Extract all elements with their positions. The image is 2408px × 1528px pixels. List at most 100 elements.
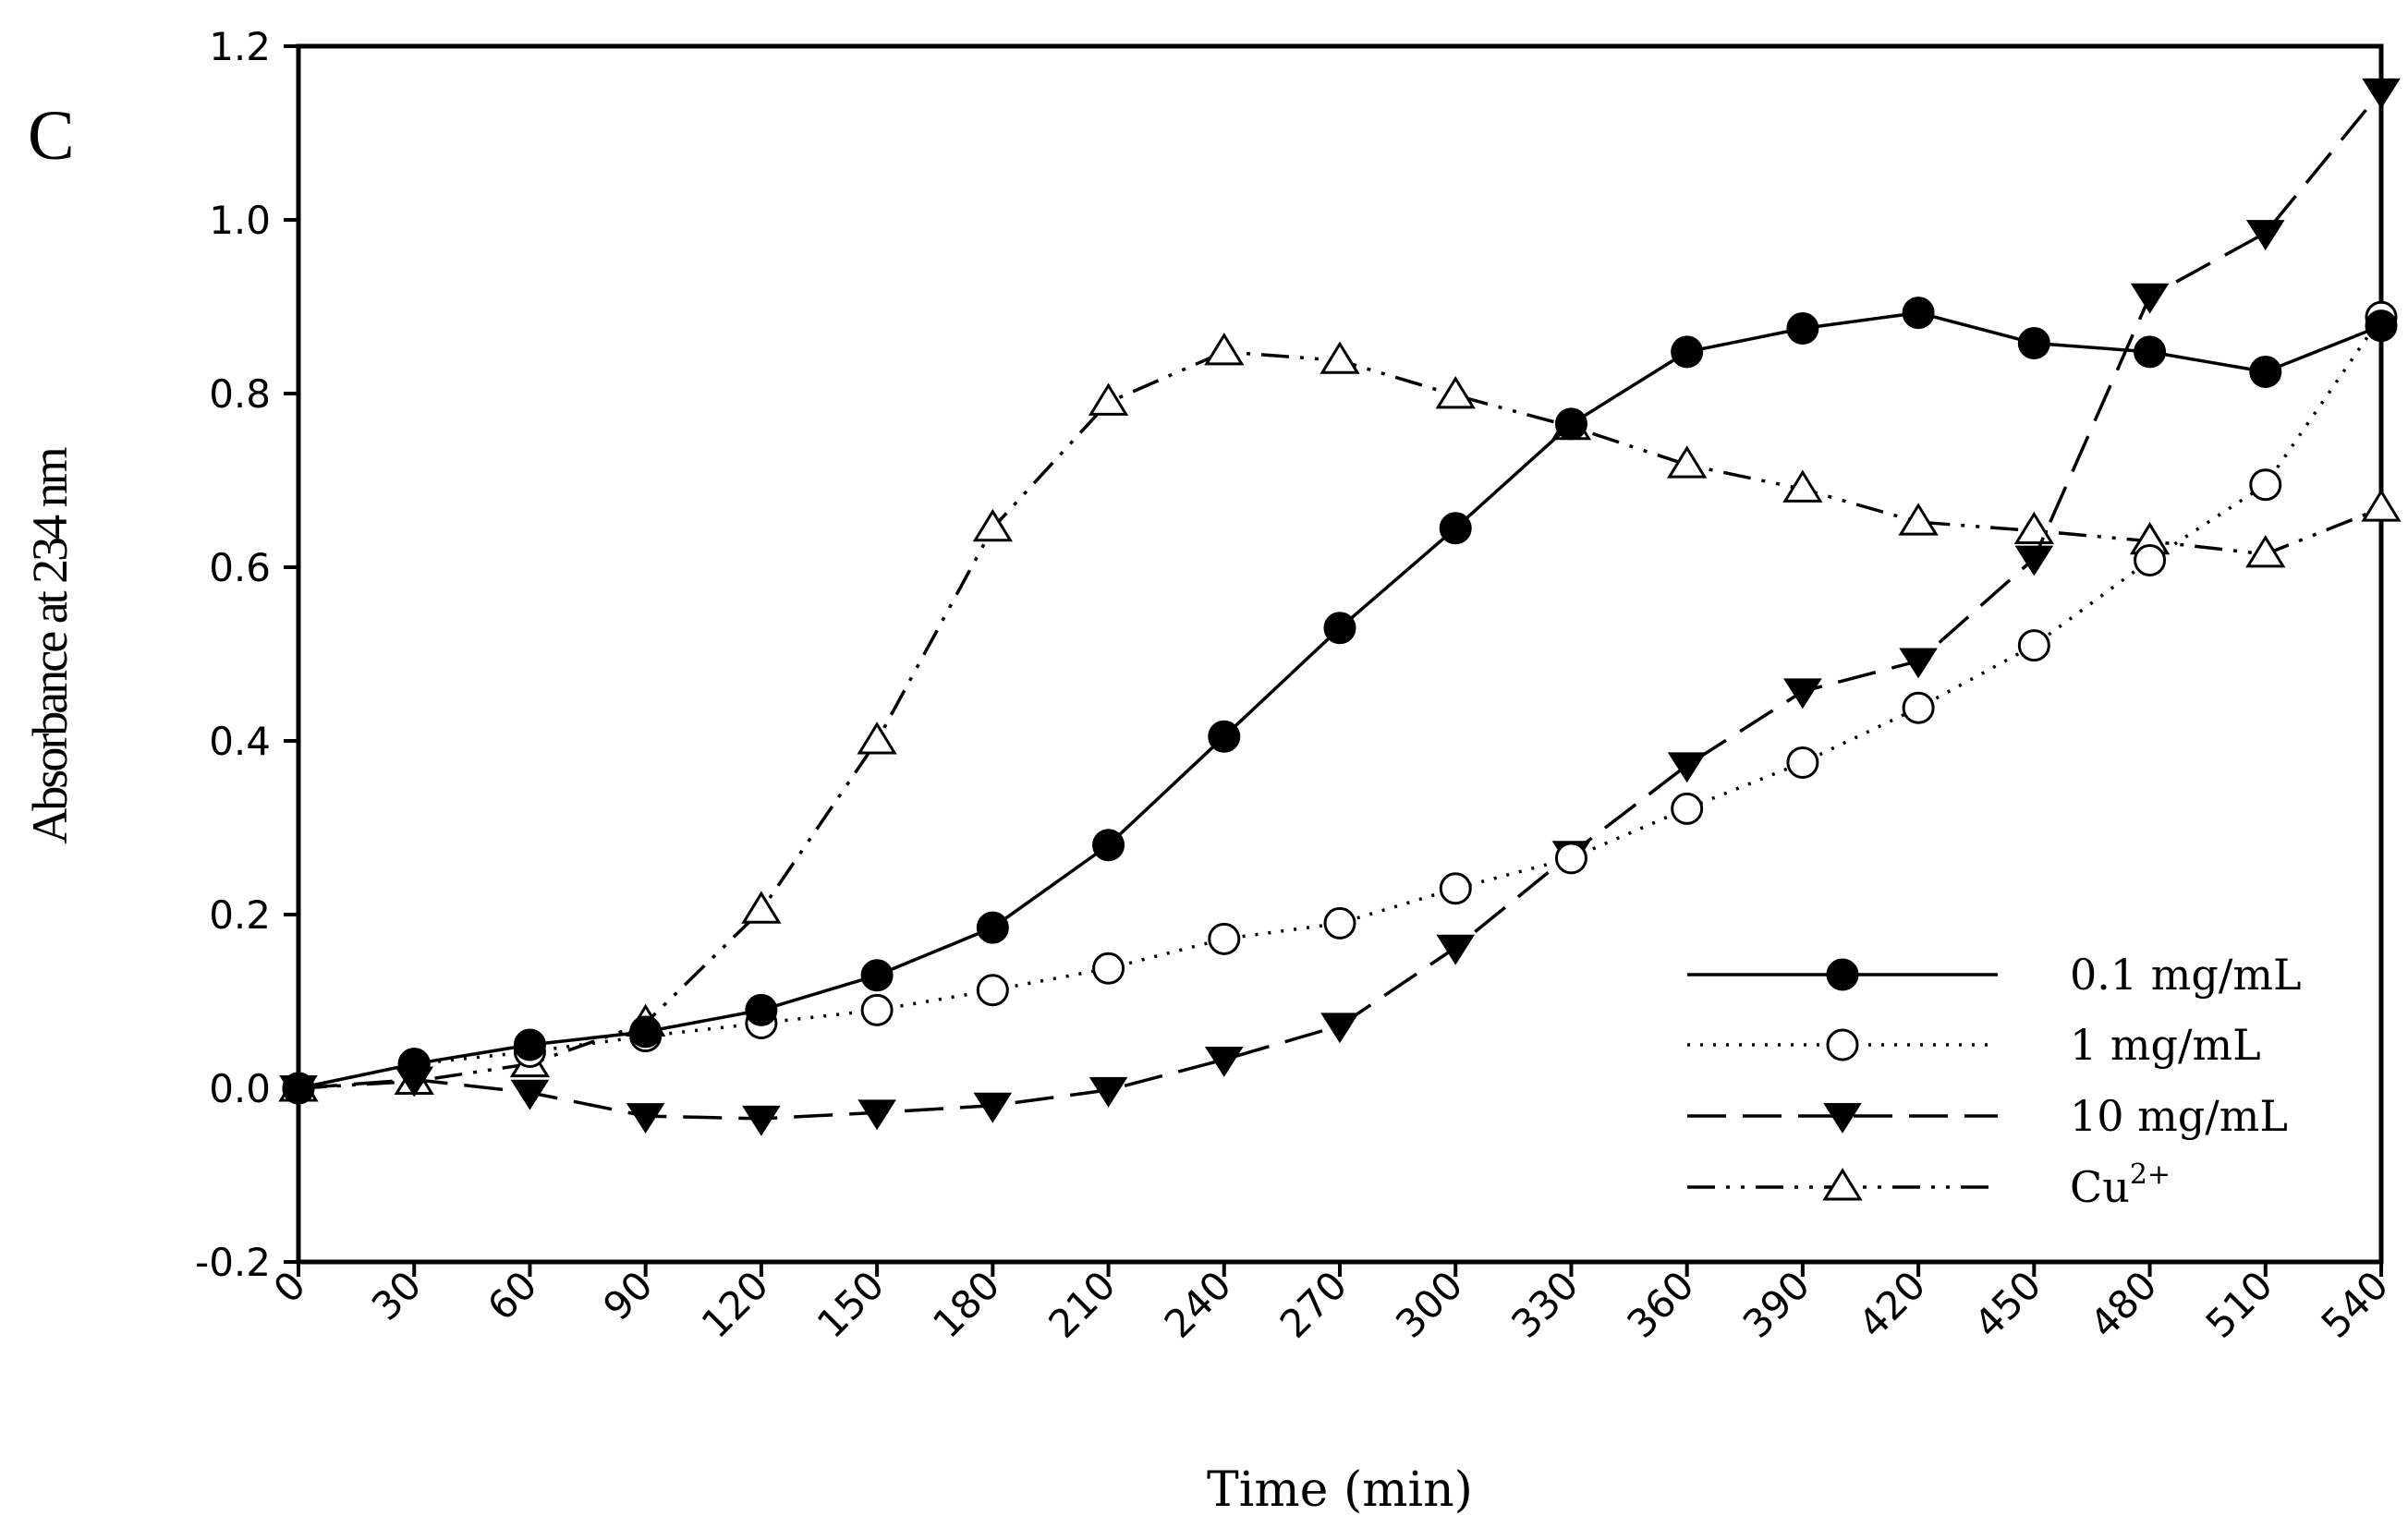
data-point (1671, 792, 1704, 825)
legend-item: 10 mg/mL (1687, 1091, 2288, 1141)
data-point (1320, 341, 1360, 374)
series-line (298, 310, 2382, 1090)
data-point (1666, 445, 1708, 479)
x-tick-label: 480 (2081, 1262, 2165, 1346)
data-point (742, 1105, 781, 1136)
x-tick-label: 420 (1850, 1262, 1934, 1346)
data-point (626, 1103, 665, 1134)
legend-item: 1 mg/mL (1687, 1020, 2261, 1070)
data-point (976, 974, 1009, 1007)
data-point (1902, 691, 1935, 724)
x-tick-label: 30 (363, 1262, 430, 1328)
x-axis-label: Time (min) (1207, 1462, 1473, 1518)
data-point (1204, 1046, 1244, 1077)
data-point (972, 508, 1014, 542)
data-point (1439, 512, 1472, 545)
x-axis: 0 30 60 90 120 150 180 210 240 270 300 330 360 390 420… (265, 1262, 2397, 1347)
data-point (745, 993, 778, 1026)
y-tick-label: -0.2 (195, 1240, 271, 1285)
series-layer (278, 78, 2402, 1136)
data-point (2249, 468, 2282, 502)
x-tick-label: 120 (693, 1262, 777, 1346)
y-axis-label: Absorbance at 234 nm (22, 446, 78, 843)
x-tick-label: 90 (594, 1262, 661, 1328)
data-point (1204, 333, 1245, 366)
data-point (1783, 678, 1822, 709)
data-point (1786, 746, 1819, 779)
series-line (298, 90, 2383, 1121)
y-tick-label: 0.0 (209, 1066, 271, 1111)
data-point (1208, 720, 1241, 753)
data-point (1554, 407, 1587, 441)
series-line (298, 350, 2382, 1090)
x-tick-label: 540 (2313, 1262, 2397, 1346)
x-tick-label: 390 (1734, 1262, 1818, 1346)
data-point (2245, 535, 2286, 568)
x-tick-label: 60 (479, 1262, 545, 1328)
data-point (1436, 934, 1476, 965)
data-point (2130, 283, 2170, 314)
data-point (1671, 335, 1704, 369)
data-point (1898, 503, 1939, 536)
data-point (1899, 648, 1938, 679)
legend-item: 0.1 mg/mL (1687, 950, 2302, 1000)
legend: 0.1 mg/mL 1 mg/mL 10 mg/mL Cu2+ (1687, 950, 2302, 1212)
x-tick-label: 510 (2197, 1262, 2281, 1346)
legend-label-superscript: 2+ (2130, 1158, 2171, 1191)
x-tick-label: 180 (924, 1262, 1008, 1346)
legend-marker (1826, 958, 1859, 991)
y-axis: -0.2 0.0 0.2 0.4 0.6 0.8 1.0 1.2 (195, 24, 298, 1285)
y-tick-label: 0.6 (209, 545, 271, 590)
y-tick-label: 0.8 (209, 371, 271, 417)
data-point (1092, 952, 1125, 985)
data-point (397, 1048, 431, 1081)
data-point (1554, 842, 1587, 875)
data-point (860, 959, 894, 992)
data-point (2134, 335, 2167, 369)
data-point (741, 891, 782, 924)
plot-frame (296, 43, 2384, 1265)
legend-label: 0.1 mg/mL (2070, 950, 2302, 1000)
data-point (1782, 469, 1823, 503)
data-point (2365, 309, 2398, 343)
y-tick-label: 1.2 (209, 24, 271, 69)
data-point (1435, 376, 1476, 409)
data-point (1323, 906, 1356, 940)
y-tick-label: 0.2 (209, 892, 271, 938)
x-tick-label: 210 (1040, 1262, 1124, 1346)
x-tick-label: 0 (265, 1262, 315, 1312)
legend-label: Cu2+ (2070, 1158, 2171, 1212)
data-point (510, 1079, 550, 1110)
data-point (1320, 1013, 1359, 1044)
legend-item: Cu2+ (1687, 1158, 2171, 1212)
data-point (2014, 545, 2054, 576)
data-point (2134, 543, 2167, 576)
data-point (1667, 752, 1707, 783)
x-tick-label: 330 (1502, 1262, 1587, 1346)
x-tick-label: 240 (1156, 1262, 1240, 1346)
data-point (2017, 326, 2050, 359)
x-tick-label: 300 (1387, 1262, 1471, 1346)
x-tick-label: 270 (1271, 1262, 1356, 1346)
data-point (629, 1015, 663, 1049)
data-point (2013, 511, 2055, 545)
x-tick-label: 150 (809, 1262, 893, 1346)
data-point (1323, 612, 1356, 645)
data-point (1088, 1076, 1128, 1108)
legend-label: 1 mg/mL (2070, 1020, 2261, 1070)
legend-marker (1823, 1103, 1862, 1134)
panel-label: C (28, 97, 75, 175)
series-0-1-mg-ml (282, 297, 2398, 1105)
data-point (2249, 356, 2282, 388)
data-point (1208, 922, 1241, 955)
legend-marker (1822, 1168, 1863, 1201)
data-point (2362, 78, 2401, 109)
y-tick-label: 0.4 (209, 719, 271, 764)
legend-marker (1826, 1028, 1859, 1061)
data-point (1902, 297, 1935, 330)
data-point (2245, 220, 2285, 250)
data-point (1088, 382, 1129, 416)
data-point (860, 993, 894, 1026)
data-point (857, 722, 897, 755)
